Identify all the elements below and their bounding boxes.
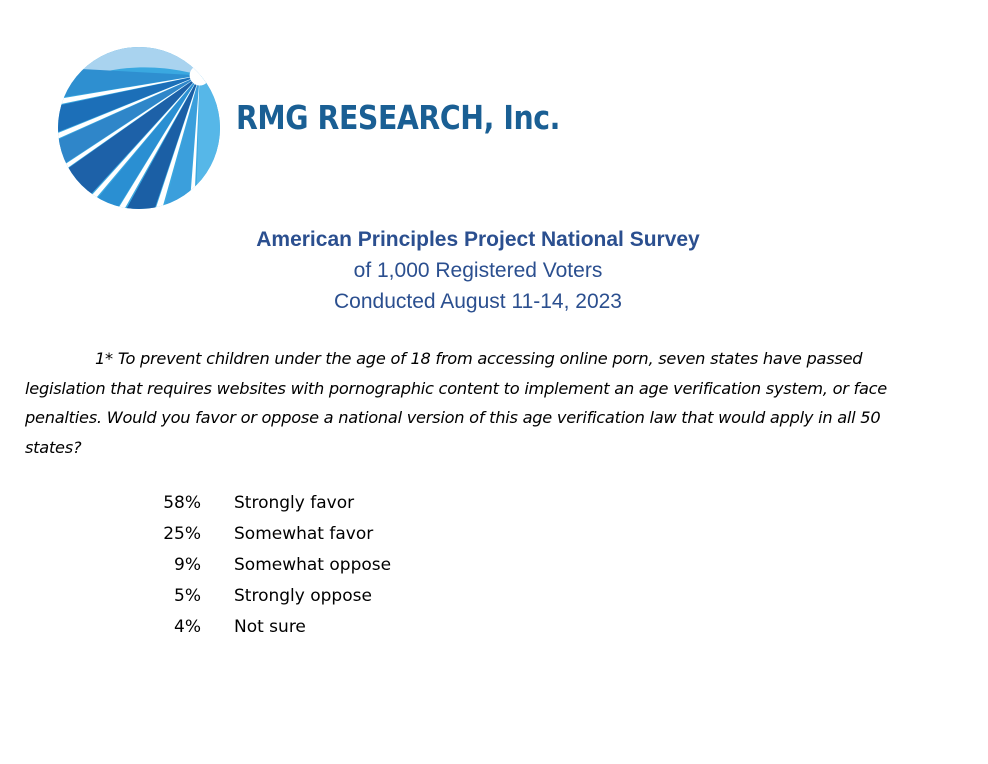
results-list: 58% Strongly favor 25% Somewhat favor 9%… bbox=[150, 488, 391, 643]
rmg-sunburst-logo-icon bbox=[58, 47, 220, 209]
result-label: Strongly favor bbox=[234, 493, 355, 513]
result-label: Somewhat favor bbox=[234, 524, 374, 544]
result-percent: 58% bbox=[163, 493, 201, 513]
result-label: Not sure bbox=[234, 617, 306, 637]
result-percent: 25% bbox=[163, 524, 201, 544]
survey-sample: of 1,000 Registered Voters bbox=[353, 259, 603, 282]
result-percent: 9% bbox=[174, 555, 201, 575]
result-row: 5% Strongly oppose bbox=[150, 581, 372, 612]
question-text: To prevent children under the age of 18 … bbox=[25, 349, 888, 457]
survey-dates: Conducted August 11-14, 2023 bbox=[333, 290, 622, 313]
company-name: RMG RESEARCH, Inc. bbox=[236, 98, 561, 137]
survey-title: American Principles Project National Sur… bbox=[256, 228, 700, 251]
question-number: 1* bbox=[95, 349, 113, 368]
result-row: 4% Not sure bbox=[150, 612, 306, 643]
result-percent: 5% bbox=[174, 586, 201, 606]
result-label: Somewhat oppose bbox=[234, 555, 392, 575]
result-row: 58% Strongly favor bbox=[150, 488, 354, 519]
survey-header: American Principles Project National Sur… bbox=[0, 224, 956, 317]
result-row: 25% Somewhat favor bbox=[150, 519, 373, 550]
survey-question: 1* To prevent children under the age of … bbox=[25, 344, 940, 462]
result-label: Strongly oppose bbox=[234, 586, 372, 606]
result-percent: 4% bbox=[174, 617, 201, 637]
result-row: 9% Somewhat oppose bbox=[150, 550, 391, 581]
